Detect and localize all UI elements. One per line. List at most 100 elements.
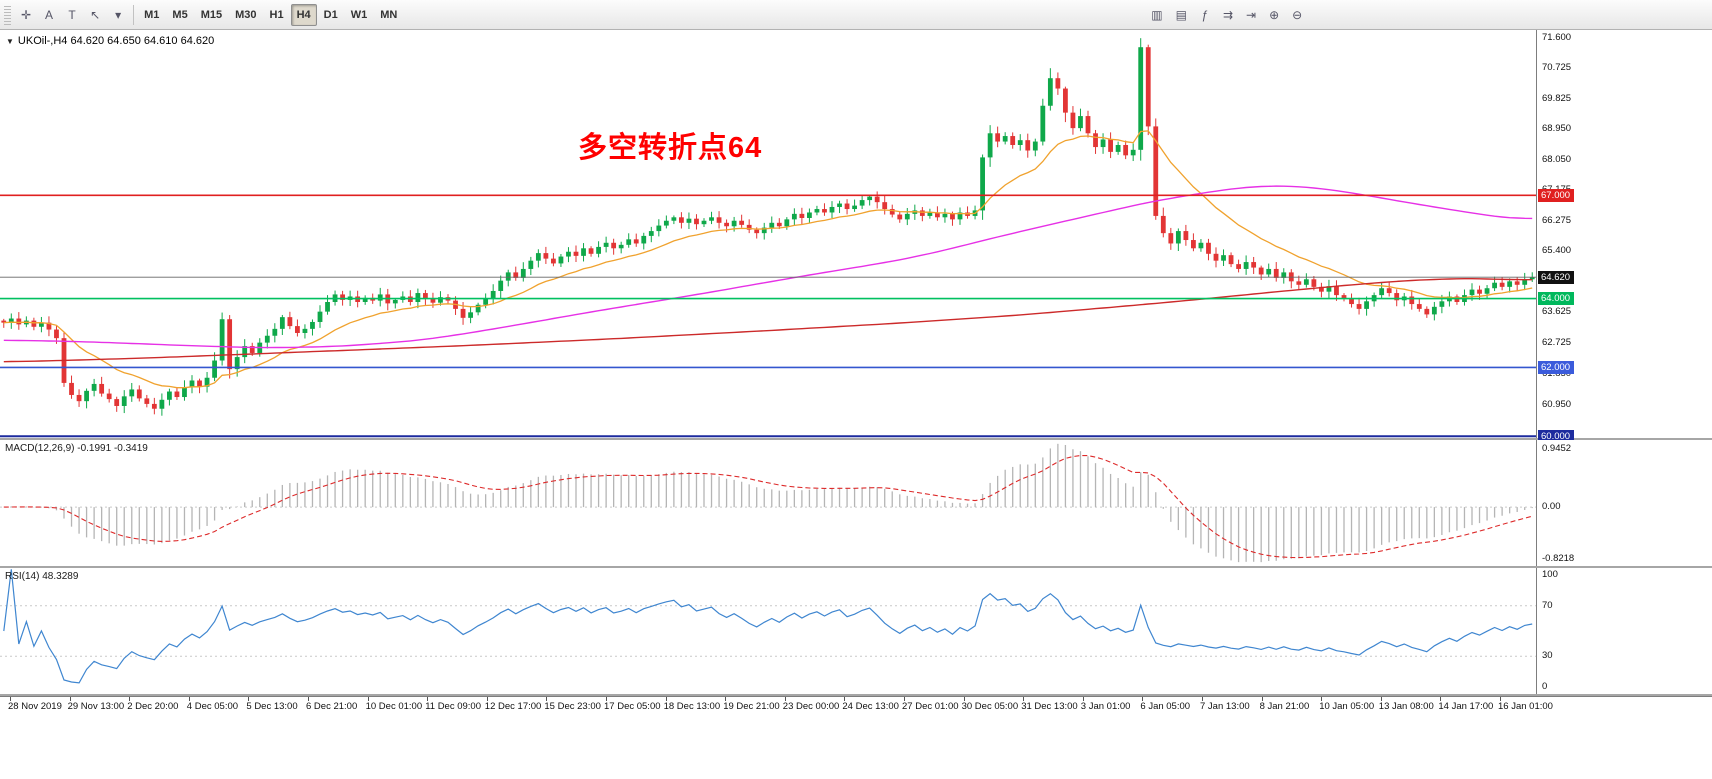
price-tick: 69.825 — [1542, 93, 1572, 104]
rsi-axis-label: 100 — [1542, 569, 1558, 580]
price-tick: 65.400 — [1542, 245, 1572, 257]
price-badge: 60.000 — [1538, 429, 1575, 443]
time-tick — [427, 697, 429, 701]
indicators-icon[interactable]: ƒ — [1201, 7, 1209, 22]
time-tick — [129, 697, 131, 701]
price-tick: 60.950 — [1542, 398, 1572, 410]
time-label: 11 Dec 09:00 — [425, 701, 481, 712]
time-label: 10 Dec 01:00 — [365, 701, 423, 712]
time-tick — [784, 697, 786, 701]
price-tick: 66.275 — [1542, 215, 1572, 227]
time-label: 23 Dec 00:00 — [782, 701, 840, 712]
time-label: 15 Dec 23:00 — [544, 701, 601, 712]
timeframe-mn-button[interactable]: MN — [380, 8, 398, 21]
time-label: 7 Jan 13:00 — [1200, 701, 1250, 712]
macd-axis-min: -0.8218 — [1542, 553, 1575, 564]
collapse-triangle-icon[interactable]: ▼ — [6, 36, 14, 46]
chart-profiles-icon[interactable]: ▤ — [1175, 7, 1187, 22]
time-label: 18 Dec 13:00 — [663, 701, 721, 712]
macd-scale[interactable]: 0.9452 0.00 -0.8218 — [1536, 440, 1712, 566]
toolbar: ✛ A T ↖ ▾ M1 M5 M15 M30 H1 H4 D1 W1 MN ▥ ▤ ƒ ⇉ ⇥ ⊕ ⊖ — [0, 0, 1712, 30]
macd-panel[interactable]: MACD(12,26,9) -0.1991 -0.3419 0.9452 0.00… — [0, 440, 1712, 568]
time-label: 31 Dec 13:00 — [1021, 701, 1078, 712]
timeframe-m30-button[interactable]: M30 — [235, 8, 257, 21]
rsi-axis-label: 70 — [1542, 599, 1553, 611]
timeframe-buttons: M1 M5 M15 M30 H1 H4 D1 W1 MN — [138, 3, 403, 26]
time-tick — [1202, 697, 1203, 701]
text-annotation-icon[interactable]: A — [45, 7, 54, 22]
time-label: 2 Dec 20:00 — [127, 701, 179, 712]
new-chart-icon[interactable]: ▥ — [1151, 7, 1163, 22]
price-tick: 68.050 — [1542, 154, 1572, 166]
time-label: 6 Jan 05:00 — [1140, 701, 1191, 712]
time-tick — [1261, 697, 1263, 701]
time-tick — [844, 697, 846, 701]
price-scale[interactable]: 71.60070.72569.82568.95068.05067.17566.2… — [1536, 30, 1712, 443]
dropdown-arrow-icon[interactable]: ▾ — [115, 7, 122, 22]
rsi-chart[interactable] — [0, 568, 1536, 694]
time-label: 28 Nov 2019 — [8, 701, 62, 712]
chart-shift-icon[interactable]: ⇥ — [1246, 7, 1257, 22]
toolbar-left-icons: ✛ A T ↖ ▾ — [15, 4, 129, 26]
auto-scroll-icon[interactable]: ⇉ — [1222, 7, 1234, 22]
chart-window: ▼ UKOil-,H4 64.620 64.650 64.610 64.620 … — [0, 30, 1712, 779]
time-tick — [69, 697, 71, 701]
price-badge: 67.000 — [1538, 188, 1575, 202]
price-tick: 62.725 — [1542, 337, 1572, 349]
time-label: 19 Dec 21:00 — [723, 701, 780, 712]
toolbar-drag-handle[interactable] — [4, 4, 11, 25]
rsi-axis-label: 30 — [1542, 650, 1553, 662]
time-label: 16 Jan 01:00 — [1498, 701, 1553, 712]
time-label: 3 Jan 01:00 — [1080, 701, 1131, 712]
time-label: 12 Dec 17:00 — [484, 701, 542, 712]
time-label: 27 Dec 01:00 — [902, 701, 959, 712]
time-label: 5 Dec 13:00 — [246, 701, 298, 712]
text-label-icon[interactable]: T — [68, 7, 76, 22]
time-tick — [606, 697, 607, 701]
arrow-tools-icon[interactable]: ↖ — [90, 7, 101, 22]
macd-axis-max: 0.9452 — [1542, 443, 1572, 454]
time-tick — [1142, 697, 1144, 701]
window-filler — [0, 716, 1712, 779]
timeframe-h1-button[interactable]: H1 — [269, 8, 284, 21]
main-chart-panel[interactable]: ▼ UKOil-,H4 64.620 64.650 64.610 64.620 … — [0, 30, 1712, 443]
zoom-in-icon[interactable]: ⊕ — [1269, 7, 1280, 22]
rsi-panel[interactable]: RSI(14) 48.3289 100 70 30 0 — [0, 568, 1712, 696]
time-label: 17 Dec 05:00 — [604, 701, 661, 712]
time-tick — [367, 697, 369, 701]
candlestick-chart[interactable] — [0, 30, 1536, 438]
macd-axis-zero: 0.00 — [1542, 501, 1561, 513]
time-tick — [1380, 697, 1382, 701]
time-tick — [1082, 697, 1084, 701]
macd-label: MACD(12,26,9) -0.1991 -0.3419 — [5, 443, 148, 454]
timeframe-m15-button[interactable]: M15 — [200, 8, 223, 21]
macd-chart[interactable] — [0, 440, 1536, 566]
crosshair-icon[interactable]: ✛ — [21, 7, 32, 22]
timeframe-h4-button[interactable]: H4 — [290, 3, 317, 26]
time-tick — [665, 697, 667, 701]
chart-title: ▼ UKOil-,H4 64.620 64.650 64.610 64.620 — [6, 35, 214, 47]
price-tick: 68.950 — [1542, 123, 1572, 135]
rsi-label: RSI(14) 48.3289 — [5, 571, 79, 582]
time-label: 30 Dec 05:00 — [961, 701, 1019, 712]
zoom-out-icon[interactable]: ⊖ — [1292, 7, 1303, 22]
timeframe-m1-button[interactable]: M1 — [144, 8, 160, 21]
time-label: 14 Jan 17:00 — [1438, 701, 1494, 712]
rsi-scale[interactable]: 100 70 30 0 — [1536, 568, 1712, 694]
time-label: 24 Dec 13:00 — [842, 701, 899, 712]
time-tick — [486, 697, 488, 701]
toolbar-right-icons: ▥ ▤ ƒ ⇉ ⇥ ⊕ ⊖ — [1145, 4, 1308, 26]
timeframe-m5-button[interactable]: M5 — [172, 8, 188, 21]
time-tick — [10, 697, 11, 701]
timeframe-d1-button[interactable]: D1 — [323, 8, 338, 21]
time-tick — [1023, 697, 1025, 701]
time-axis[interactable]: 28 Nov 2019 29 Nov 13:00 2 Dec 20:00 4 Dec … — [0, 696, 1712, 716]
time-label: 29 Nov 13:00 — [67, 701, 125, 712]
price-badge: 64.000 — [1538, 292, 1575, 306]
time-tick — [1440, 697, 1442, 701]
timeframe-w1-button[interactable]: W1 — [350, 8, 368, 21]
time-label: 4 Dec 05:00 — [186, 701, 239, 712]
time-tick — [904, 697, 905, 701]
toolbar-separator — [133, 4, 135, 25]
time-tick — [248, 697, 250, 701]
